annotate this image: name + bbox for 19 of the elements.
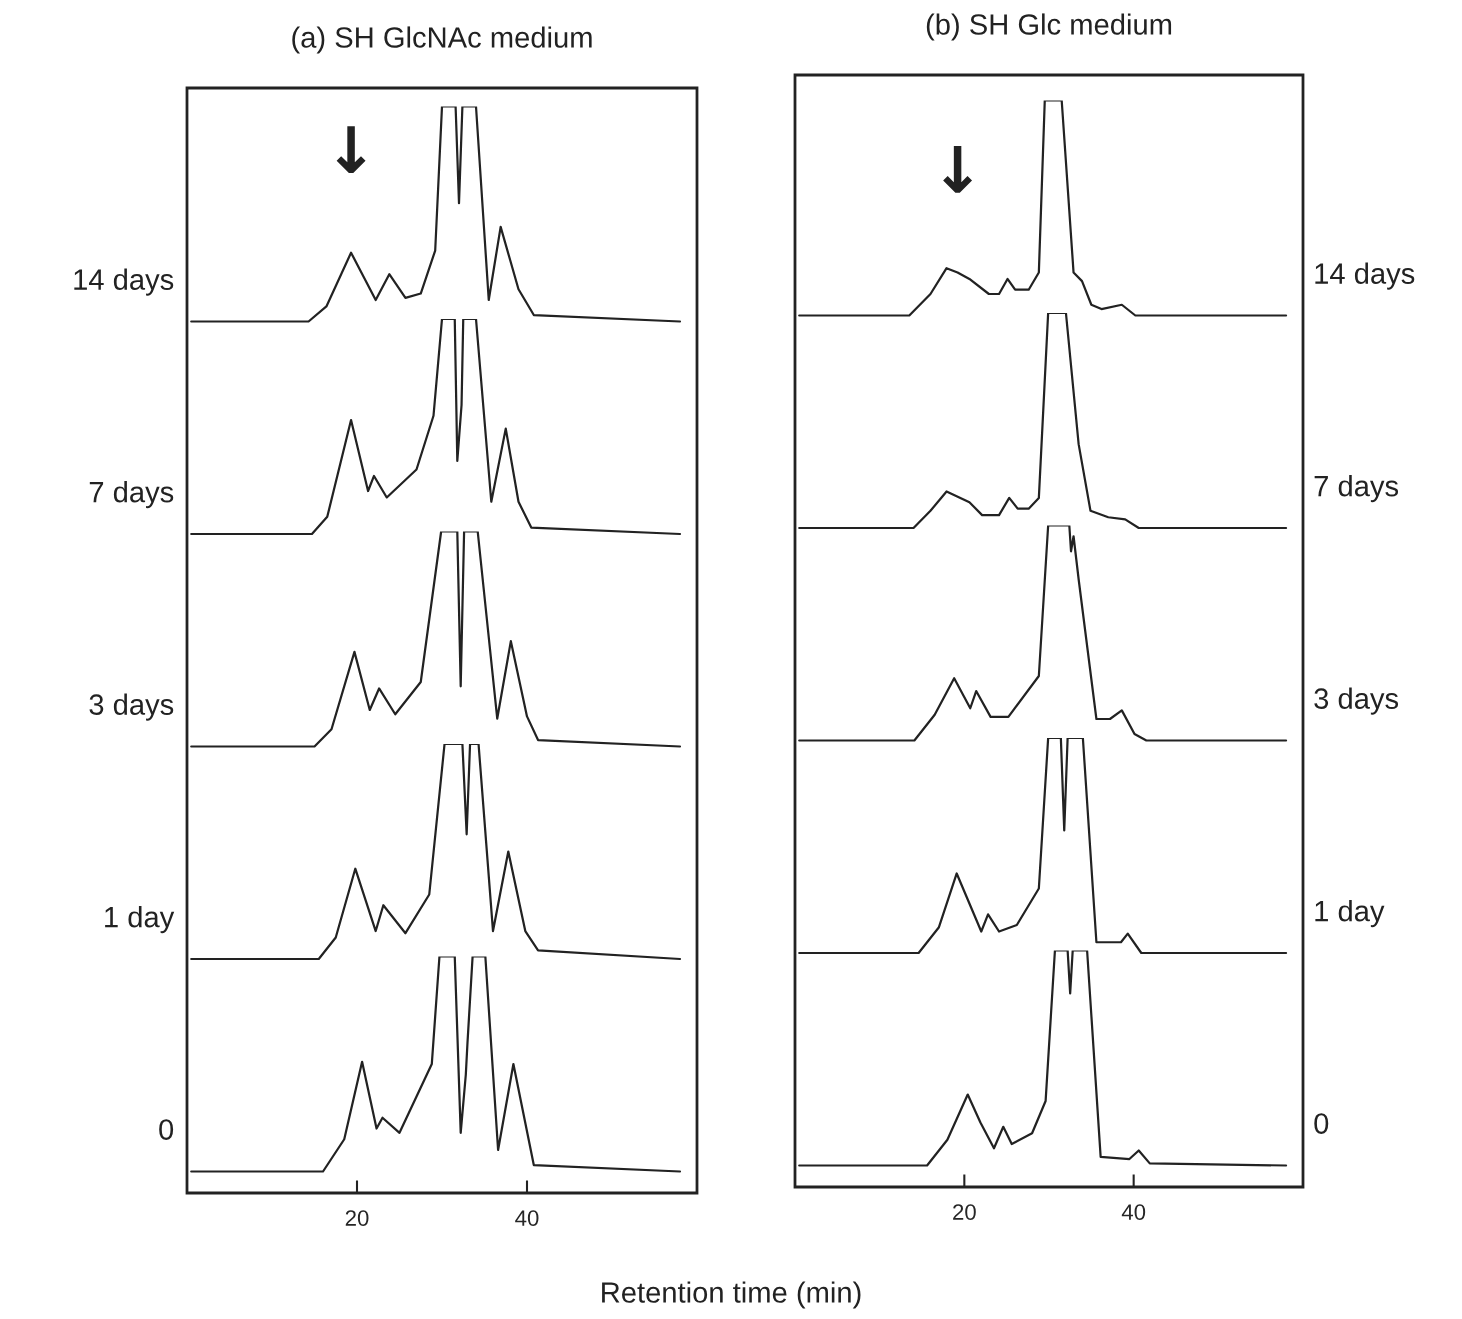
series-label: 1 day [105,906,175,934]
series-label: 1 day [1315,900,1385,928]
annotation: ↓ [336,126,366,173]
x-tick-label: 40 [1121,1204,1146,1220]
series-label: 3 days [89,693,174,721]
series-label: 14 days [74,268,174,296]
series-label: 7 days [89,481,174,509]
chart-title: (a) SH GlcNAc medium [292,26,592,54]
x-tick-label: 40 [515,1210,539,1226]
series-label: 0 [1314,1113,1329,1134]
series-label: 0 [159,1119,174,1140]
series-label: 14 days [1315,262,1415,290]
annotation: ↓ [943,145,973,193]
series-label: 3 days [1314,687,1399,715]
x-tick-label: 20 [345,1210,369,1226]
x-tick-label: 20 [953,1204,976,1220]
chart-title: (b) SH Glc medium [926,13,1172,41]
series-label: 7 days [1314,475,1399,503]
x-axis-title: Retention time (min) [602,1281,861,1309]
